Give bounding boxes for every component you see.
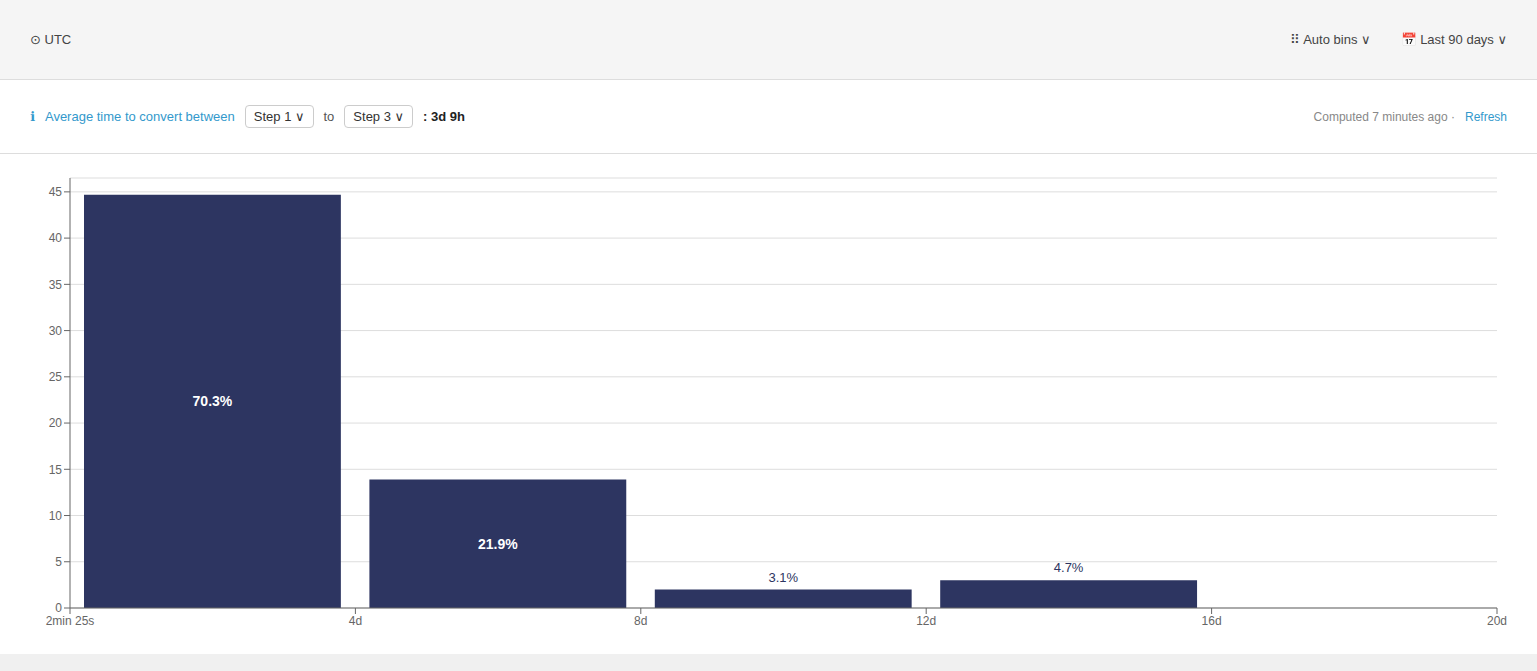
svg-text:4.7%: 4.7% [1054,560,1084,575]
svg-text:25: 25 [49,370,63,384]
html-text:Average time to convert betwee: Average time to convert between [45,109,235,124]
svg-text:0: 0 [55,601,62,615]
svg-text:12d: 12d [916,614,936,628]
svg-text:35: 35 [49,278,63,292]
svg-text:21.9%: 21.9% [478,536,518,552]
html-text:Refresh: Refresh [1465,109,1507,124]
svg-text:5: 5 [55,555,62,569]
html-text:⊙ UTC: ⊙ UTC [30,32,72,47]
html-text:⠿ Auto bins ∨: ⠿ Auto bins ∨ [1290,32,1371,47]
html-text:Computed 7 minutes ago ·: Computed 7 minutes ago · [1313,109,1455,124]
svg-text:45: 45 [49,185,63,199]
svg-text:70.3%: 70.3% [193,393,233,409]
svg-text:20: 20 [49,416,63,430]
svg-text:2min 25s: 2min 25s [46,614,95,628]
svg-text:40: 40 [49,231,63,245]
html-text:Step 3 ∨: Step 3 ∨ [353,109,405,124]
html-text:ℹ: ℹ [30,109,35,124]
svg-text:4d: 4d [349,614,362,628]
svg-text:15: 15 [49,463,63,477]
svg-text:20d: 20d [1487,614,1507,628]
html-text:Step 1 ∨: Step 1 ∨ [253,109,305,124]
svg-text:3.1%: 3.1% [768,570,798,585]
html-text:to: to [323,109,335,124]
html-text:: 3d 9h: : 3d 9h [423,109,465,124]
svg-text:10: 10 [49,509,63,523]
svg-text:16d: 16d [1202,614,1222,628]
html-text:📅 Last 90 days ∨: 📅 Last 90 days ∨ [1400,32,1507,47]
svg-text:30: 30 [49,324,63,338]
svg-text:8d: 8d [634,614,647,628]
